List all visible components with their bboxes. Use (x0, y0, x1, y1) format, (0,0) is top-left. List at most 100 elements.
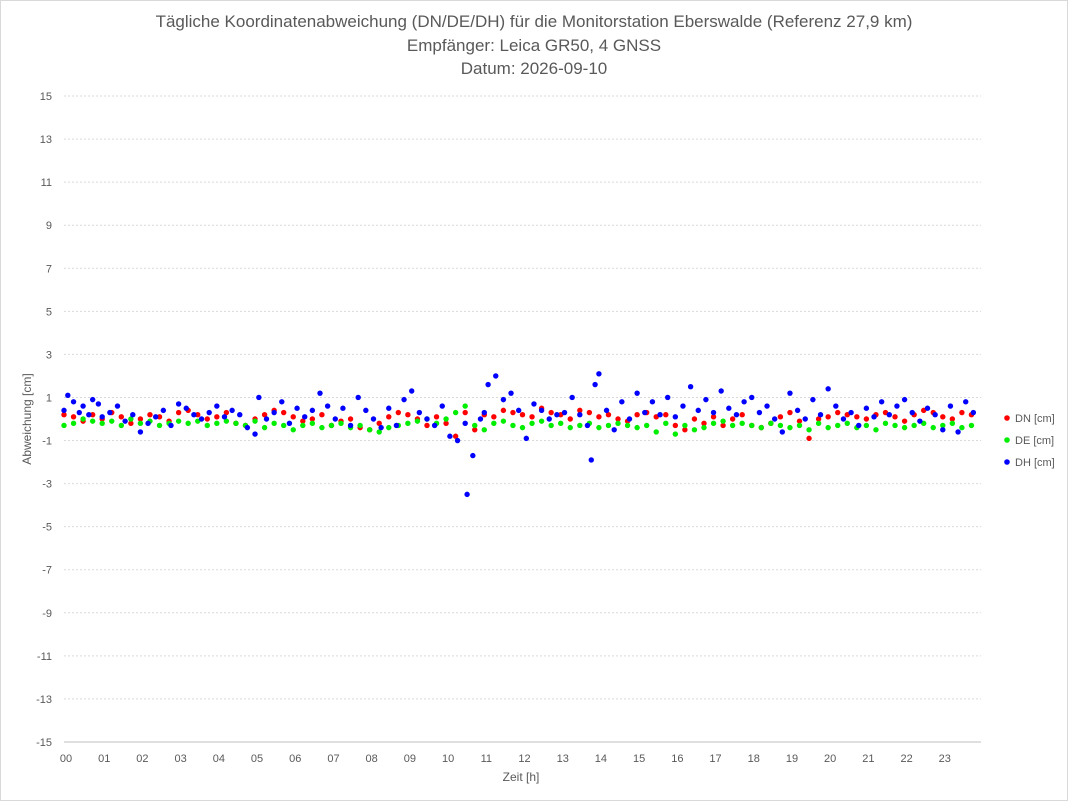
data-point (256, 394, 262, 401)
data-point (500, 396, 507, 403)
y-tick-label: 13 (40, 134, 52, 146)
data-point (175, 418, 182, 424)
data-point (128, 420, 134, 427)
y-tick-label: 11 (41, 177, 52, 189)
data-point (109, 418, 115, 424)
data-point (554, 411, 560, 418)
data-point (99, 414, 105, 420)
data-point (777, 414, 784, 420)
x-tick-label: 22 (900, 753, 912, 765)
data-point (815, 420, 822, 427)
data-point (462, 420, 468, 427)
data-point (653, 429, 659, 435)
data-point (840, 416, 847, 422)
legend-entry: DE [cm] (1015, 435, 1054, 447)
x-tick-label: 14 (595, 753, 607, 765)
data-point (687, 384, 694, 390)
data-point (596, 371, 602, 377)
data-point (317, 390, 323, 396)
data-point (221, 414, 228, 420)
data-point (481, 409, 487, 416)
data-point (363, 407, 369, 414)
data-point (261, 424, 268, 431)
data-point (764, 403, 770, 409)
data-point (701, 420, 707, 427)
data-point (175, 409, 182, 416)
data-point (378, 424, 384, 431)
x-tick-label: 17 (709, 753, 721, 765)
data-point (464, 491, 470, 498)
data-point (61, 411, 67, 418)
data-point (302, 414, 308, 420)
data-point (815, 416, 822, 422)
x-axis-ticks: 00 01 02 03 04 05 06 07 08 09 10 11 12 13 14 15 16 17 18 19… (60, 753, 951, 765)
data-point (491, 414, 497, 420)
data-point (462, 409, 468, 416)
data-point (917, 418, 923, 424)
data-point (145, 420, 151, 427)
data-point (657, 411, 663, 418)
data-point (80, 416, 86, 422)
data-point (175, 401, 182, 407)
data-point (328, 422, 335, 429)
data-point (584, 422, 591, 429)
data-point (244, 424, 251, 431)
data-point (710, 420, 717, 427)
data-point (500, 418, 507, 424)
data-point (878, 399, 885, 405)
data-point (642, 409, 648, 416)
data-point (567, 416, 573, 422)
x-tick-label: 18 (748, 753, 760, 765)
data-point (452, 433, 459, 439)
y-tick-label: -3 (42, 479, 52, 491)
data-point (470, 452, 476, 459)
data-point (237, 411, 243, 418)
data-point (588, 457, 594, 463)
data-point (817, 411, 824, 418)
data-point (634, 390, 640, 396)
x-tick-label: 15 (633, 753, 645, 765)
x-tick-label: 09 (404, 753, 416, 765)
data-point (319, 424, 325, 431)
grid-lines (64, 95, 981, 700)
data-point (871, 414, 877, 420)
data-point (309, 407, 316, 414)
data-point (195, 411, 201, 418)
data-point (347, 422, 354, 429)
data-point (191, 411, 197, 418)
data-point (510, 422, 516, 429)
y-tick-label: -1 (42, 436, 52, 448)
data-point (76, 409, 82, 416)
data-point (932, 411, 938, 418)
data-point (300, 418, 306, 424)
data-point (844, 420, 850, 427)
data-point (156, 422, 163, 429)
data-point (61, 407, 67, 414)
data-point (290, 414, 296, 420)
data-point (970, 409, 977, 416)
data-point (802, 416, 808, 422)
data-point (596, 414, 602, 420)
data-point (114, 403, 121, 409)
data-point (779, 429, 786, 435)
data-point (733, 411, 740, 418)
data-point (223, 418, 230, 424)
chart-subtitle-date: Datum: 2026-09-10 (460, 59, 608, 78)
data-point (634, 411, 640, 418)
data-point (940, 427, 946, 433)
data-point (472, 427, 478, 433)
data-point (443, 416, 449, 422)
data-point (447, 433, 453, 439)
x-axis-label: Zeit [h] (503, 770, 540, 784)
x-tick-label: 13 (557, 753, 569, 765)
data-point (366, 427, 373, 433)
data-point (771, 416, 778, 422)
data-point (729, 422, 736, 429)
y-axis-ticks: 15 13 11 9 7 5 3 1 -1 -3 -5 -7 -9 -11 -13 -15 (36, 91, 52, 749)
data-point (672, 414, 679, 420)
data-point (577, 407, 583, 414)
data-point (414, 418, 421, 424)
data-point (825, 414, 831, 420)
data-point (405, 420, 411, 427)
data-point (833, 403, 839, 409)
